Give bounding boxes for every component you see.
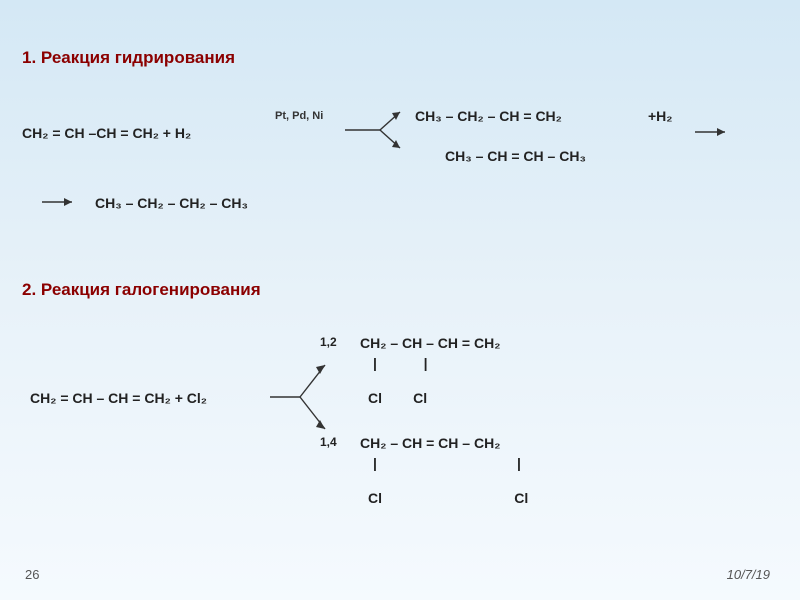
arrow-right-r1: [695, 122, 735, 142]
r2-prod12-cl: Cl Cl: [368, 390, 427, 406]
arrow-branch-r2: [270, 355, 330, 435]
arrow-branch-r1: [345, 100, 405, 160]
r2-prod14: CH₂ – CH = CH – CH₂: [360, 435, 500, 451]
r2-prod12-bonds: | |: [373, 355, 428, 371]
page-number: 26: [25, 567, 39, 582]
r1-product-bottom: CH₃ – CH = CH – CH₃: [445, 148, 586, 164]
r2-prod12: CH₂ – CH – CH = CH₂: [360, 335, 500, 351]
r1-product-top: CH₃ – CH₂ – CH = CH₂: [415, 108, 562, 124]
r1-final-product: CH₃ – CH₂ – CH₂ – CH₃: [95, 195, 248, 211]
r2-prod14-bonds: | |: [373, 455, 521, 471]
heading-1: 1. Реакция гидрирования: [22, 48, 235, 68]
r1-reactant: CH₂ = CH –CH = CH₂ + H₂: [22, 125, 191, 141]
r1-catalyst: Pt, Pd, Ni: [275, 110, 323, 122]
heading-2: 2. Реакция галогенирования: [22, 280, 261, 300]
date-label: 10/7/19: [727, 567, 770, 582]
r2-reactant: CH₂ = CH – CH = CH₂ + Cl₂: [30, 390, 207, 406]
arrow-final-r1: [42, 192, 82, 212]
r1-plus-h2: +H₂: [648, 108, 673, 124]
r2-label-14: 1,4: [320, 435, 337, 449]
r2-label-12: 1,2: [320, 335, 337, 349]
r2-prod14-cl: Cl Cl: [368, 490, 528, 506]
